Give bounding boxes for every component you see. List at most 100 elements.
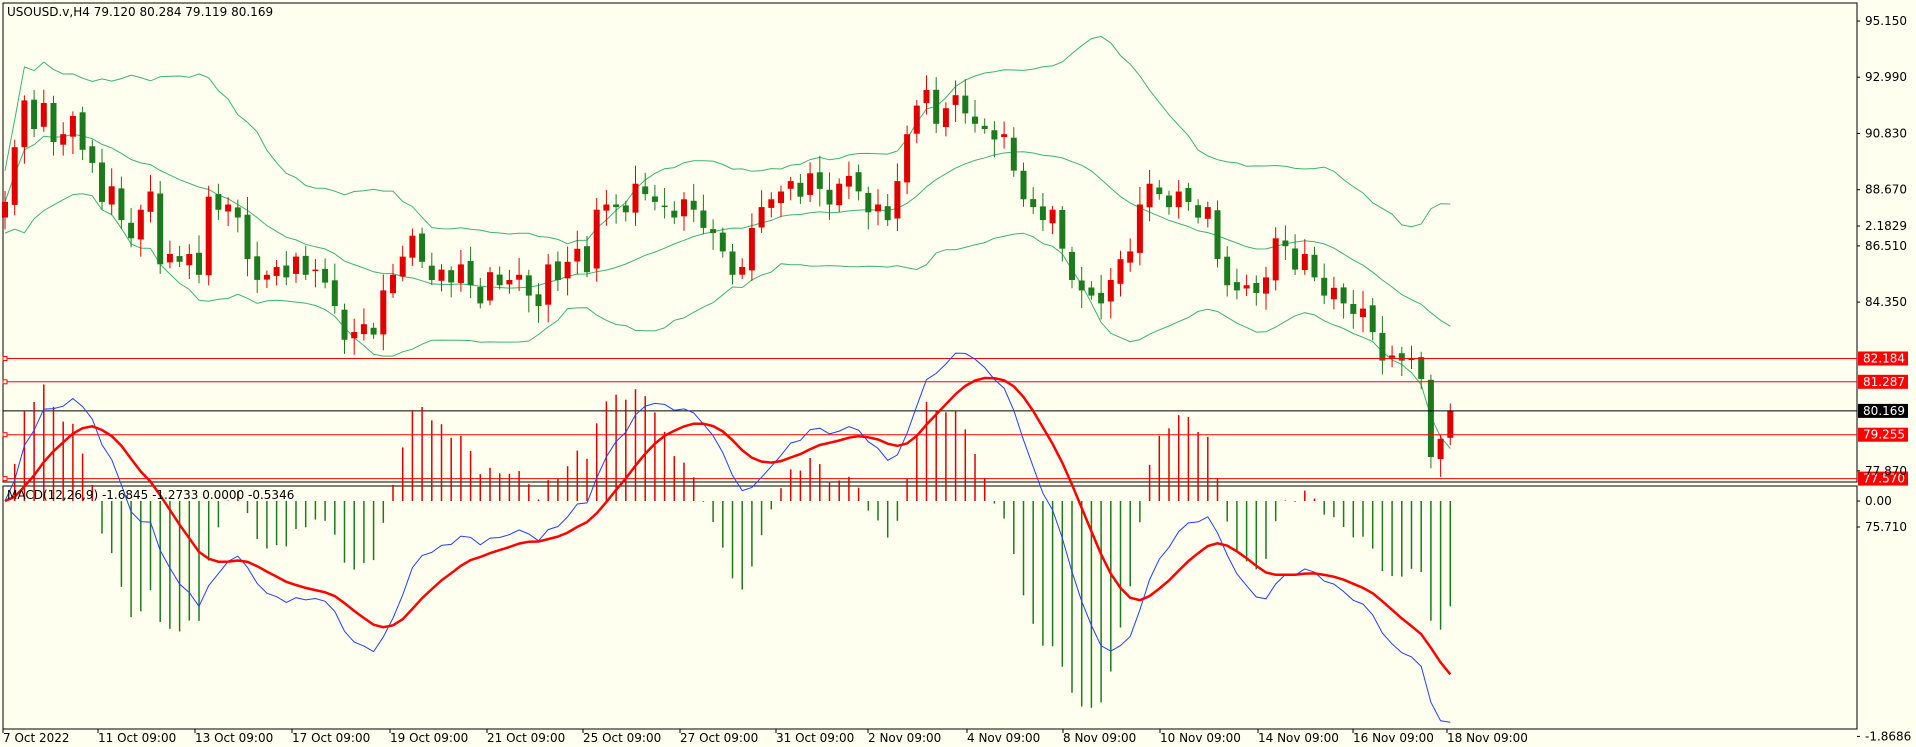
macd-panel[interactable]: MACD(12,26,9) -1.6845 -1.2733 0.0000 -0.… (2, 352, 1858, 730)
candle (467, 246, 474, 299)
candle (1243, 274, 1250, 296)
candle (671, 201, 678, 225)
candle (681, 192, 687, 231)
candle (942, 102, 949, 137)
candle (593, 197, 600, 282)
macd-plot[interactable] (3, 352, 1857, 723)
time-tick-label: 10 Nov 09:00 (1160, 731, 1241, 745)
candle (797, 174, 804, 204)
candle (254, 241, 261, 294)
level-price-text: 82.184 (1863, 352, 1905, 366)
candle (1214, 200, 1221, 268)
candle (428, 252, 435, 286)
candle (1272, 227, 1279, 291)
candle (845, 161, 852, 199)
time-tick-label: 8 Nov 09:00 (1063, 731, 1136, 745)
macd-header: MACD(12,26,9) -1.6845 -1.2733 0.0000 -0.… (7, 488, 294, 502)
macd-main-line (4, 352, 1451, 723)
candle (1321, 263, 1328, 305)
main-plot[interactable] (2, 35, 1857, 482)
macd-tick-label: 2.1829 (1865, 219, 1907, 233)
candle (1185, 182, 1192, 211)
current-price-text: 80.169 (1863, 404, 1905, 418)
candle (157, 181, 164, 274)
candle (196, 235, 202, 284)
candle (613, 194, 620, 224)
candle (1389, 345, 1396, 368)
candle (419, 227, 426, 268)
candle (1311, 246, 1318, 282)
candle (535, 283, 542, 323)
candle (176, 245, 183, 267)
level-anchor-handle[interactable] (2, 379, 8, 385)
candle (312, 259, 319, 288)
candle (1146, 170, 1153, 222)
level-price-label: 79.255 (1858, 427, 1908, 442)
level-anchor-handle[interactable] (2, 476, 8, 482)
candle (390, 263, 396, 298)
candle (525, 269, 532, 313)
main-chart-panel[interactable]: USOUSD.v,H4 79.120 80.284 79.119 80.169 (2, 2, 1858, 483)
price-tick-label: 75.710 (1865, 520, 1907, 534)
time-tick-label: 31 Oct 09:00 (776, 731, 854, 745)
candle (487, 267, 493, 306)
candle (661, 188, 668, 219)
macd-tick-label: -1.8686 (1865, 729, 1911, 743)
candle (1069, 246, 1075, 289)
candle (399, 245, 406, 282)
price-tick-label: 88.670 (1865, 183, 1907, 197)
candle (1107, 267, 1114, 319)
candle (1001, 121, 1008, 149)
level-anchor-handle[interactable] (2, 356, 8, 361)
candle (1059, 206, 1066, 262)
level-price-text: 81.287 (1863, 375, 1905, 389)
time-axis: 7 Oct 2022 11 Oct 09:00 13 Oct 09:00 17 Oct… (2, 729, 1528, 745)
candle (283, 251, 290, 286)
candle (913, 99, 920, 144)
candle (603, 189, 610, 226)
time-tick-label: 19 Oct 09:00 (390, 731, 468, 745)
candle (137, 204, 144, 257)
candle (981, 118, 988, 134)
candle (1398, 346, 1405, 376)
candle (564, 246, 571, 296)
candle (79, 106, 86, 161)
candle (360, 308, 367, 341)
main-plot-frame (2, 2, 1858, 483)
candle (729, 244, 736, 285)
candle (923, 75, 930, 115)
candle (991, 121, 998, 158)
candle (1010, 127, 1017, 177)
candle (1233, 268, 1240, 300)
time-tick-label: 11 Oct 09:00 (98, 731, 176, 745)
level-price-label: 82.184 (1858, 351, 1908, 366)
candle (341, 303, 348, 354)
bollinger-upper-band (4, 35, 1451, 245)
price-tick-label: 92.990 (1865, 70, 1907, 84)
candle (128, 207, 135, 248)
candle (11, 139, 18, 216)
candle (186, 244, 193, 279)
candle (875, 189, 881, 226)
time-tick-label: 2 Nov 09:00 (868, 731, 941, 745)
price-tick-label: 77.870 (1865, 464, 1907, 478)
candle (1088, 281, 1095, 300)
level-anchor-handle[interactable] (2, 432, 8, 438)
bollinger-middle-band (4, 133, 1451, 327)
candle (118, 176, 125, 229)
candle (690, 183, 697, 223)
candle (1156, 180, 1163, 200)
candle (244, 197, 251, 277)
candle (632, 165, 639, 226)
candle (1078, 267, 1085, 309)
candle (380, 274, 387, 351)
candle (826, 172, 833, 220)
candle (322, 258, 329, 289)
candle (477, 278, 484, 309)
candle (205, 185, 212, 286)
price-tick-label: 86.510 (1865, 239, 1907, 253)
candle (1379, 316, 1386, 375)
candle (545, 253, 552, 323)
price-axis: 82.184 81.287 79.255 77.570 80.169 95.150 92.9… (1857, 14, 1908, 534)
